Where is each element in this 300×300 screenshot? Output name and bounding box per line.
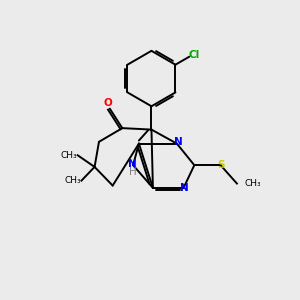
Text: S: S: [217, 160, 224, 170]
Text: N: N: [128, 159, 137, 169]
Text: N: N: [174, 137, 182, 147]
Text: O: O: [104, 98, 113, 108]
Text: CH₃: CH₃: [64, 176, 81, 185]
Text: H: H: [129, 167, 136, 177]
Text: CH₃: CH₃: [244, 179, 261, 188]
Text: N: N: [180, 183, 189, 193]
Text: Cl: Cl: [189, 50, 200, 60]
Text: CH₃: CH₃: [61, 151, 77, 160]
